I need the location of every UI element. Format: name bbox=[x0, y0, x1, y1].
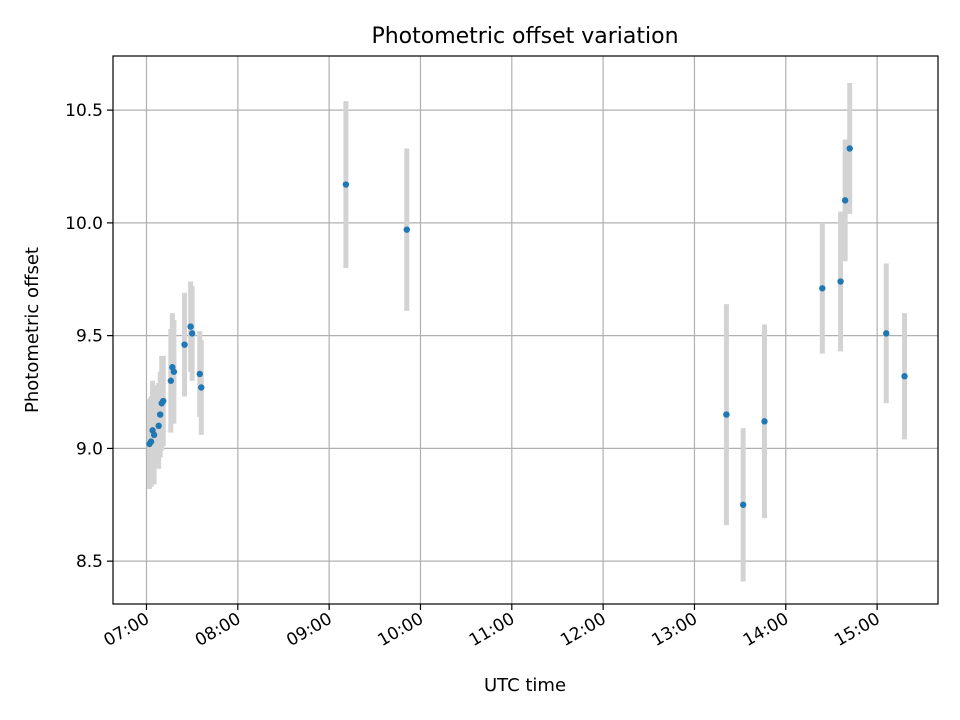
plot-frame bbox=[112, 55, 939, 605]
data-point bbox=[188, 330, 196, 337]
data-point bbox=[187, 323, 194, 330]
y-axis-ticks: 8.5 9.0 9.5 10.0 10.5 bbox=[65, 101, 113, 572]
y-axis-label: Photometric offset bbox=[22, 247, 43, 413]
y-tick-label: 8.5 bbox=[76, 552, 103, 572]
data-point bbox=[198, 384, 205, 391]
data-point bbox=[181, 341, 188, 348]
data-points bbox=[146, 145, 908, 508]
grid bbox=[113, 56, 938, 604]
data-point bbox=[155, 422, 162, 430]
data-point bbox=[167, 377, 175, 384]
data-point bbox=[156, 411, 164, 418]
data-point bbox=[819, 285, 826, 292]
data-point bbox=[723, 411, 730, 418]
x-axis-label: UTC time bbox=[484, 675, 566, 696]
data-point bbox=[147, 438, 155, 445]
data-point bbox=[196, 370, 203, 378]
y-tick-label: 9.5 bbox=[76, 327, 103, 347]
y-tick-label: 10.5 bbox=[65, 101, 103, 121]
data-point bbox=[342, 181, 350, 188]
data-point bbox=[837, 278, 844, 285]
data-point bbox=[841, 197, 849, 204]
data-point bbox=[403, 226, 410, 233]
data-point bbox=[901, 373, 908, 380]
y-tick-label: 10.0 bbox=[65, 214, 103, 234]
chart-title: Photometric offset variation bbox=[371, 24, 678, 49]
data-point bbox=[739, 501, 747, 508]
data-point bbox=[170, 368, 178, 375]
data-point bbox=[150, 431, 158, 439]
data-point bbox=[761, 418, 768, 425]
data-point bbox=[160, 397, 167, 405]
data-point bbox=[846, 145, 853, 152]
y-tick-label: 9.0 bbox=[76, 439, 103, 459]
data-point bbox=[883, 330, 890, 337]
